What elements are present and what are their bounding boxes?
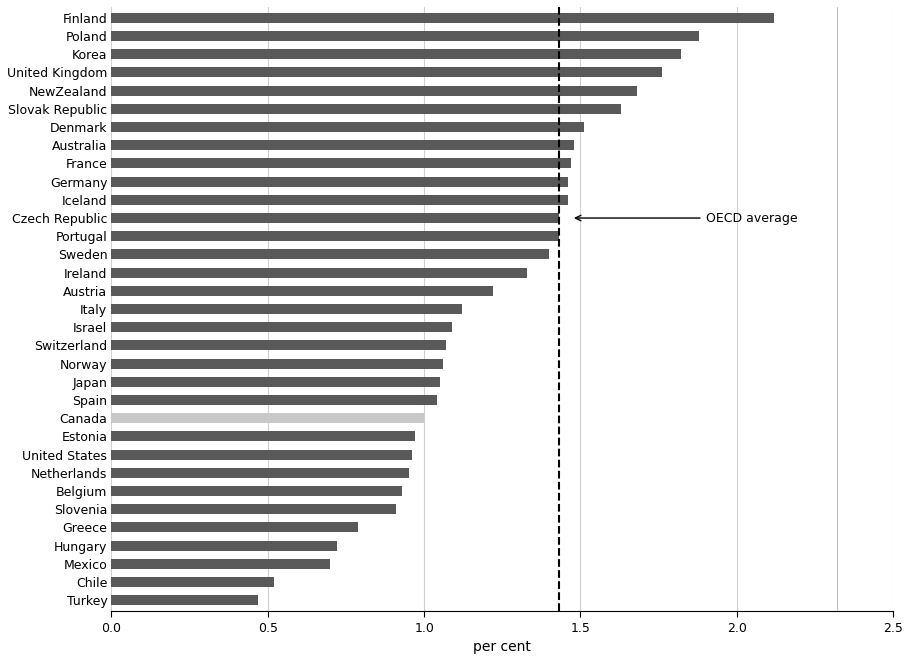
Bar bbox=[112, 504, 396, 514]
Bar bbox=[112, 377, 440, 387]
Bar bbox=[112, 86, 637, 96]
Bar bbox=[112, 559, 330, 568]
Bar bbox=[112, 268, 527, 278]
Bar bbox=[112, 449, 411, 459]
Bar bbox=[112, 486, 402, 496]
Bar bbox=[112, 522, 359, 532]
Bar bbox=[112, 50, 681, 59]
Bar bbox=[112, 140, 574, 150]
Bar bbox=[112, 31, 699, 41]
Text: OECD average: OECD average bbox=[575, 212, 797, 225]
Bar bbox=[112, 468, 409, 478]
Bar bbox=[112, 413, 424, 423]
Bar bbox=[112, 577, 274, 587]
Bar bbox=[112, 541, 337, 551]
Bar bbox=[112, 359, 443, 369]
Bar bbox=[112, 13, 774, 23]
Bar bbox=[112, 304, 461, 314]
Bar bbox=[112, 249, 550, 259]
Bar bbox=[112, 395, 437, 405]
Bar bbox=[112, 122, 583, 132]
Bar bbox=[112, 432, 415, 442]
Bar bbox=[112, 195, 568, 205]
Bar bbox=[112, 322, 452, 332]
Bar bbox=[112, 595, 258, 605]
Bar bbox=[112, 104, 622, 114]
Bar bbox=[112, 67, 662, 77]
Bar bbox=[112, 159, 571, 169]
Bar bbox=[112, 213, 559, 223]
Bar bbox=[112, 176, 568, 186]
Bar bbox=[112, 340, 446, 350]
Bar bbox=[112, 286, 493, 296]
Bar bbox=[112, 231, 559, 241]
X-axis label: per cent: per cent bbox=[473, 640, 531, 654]
